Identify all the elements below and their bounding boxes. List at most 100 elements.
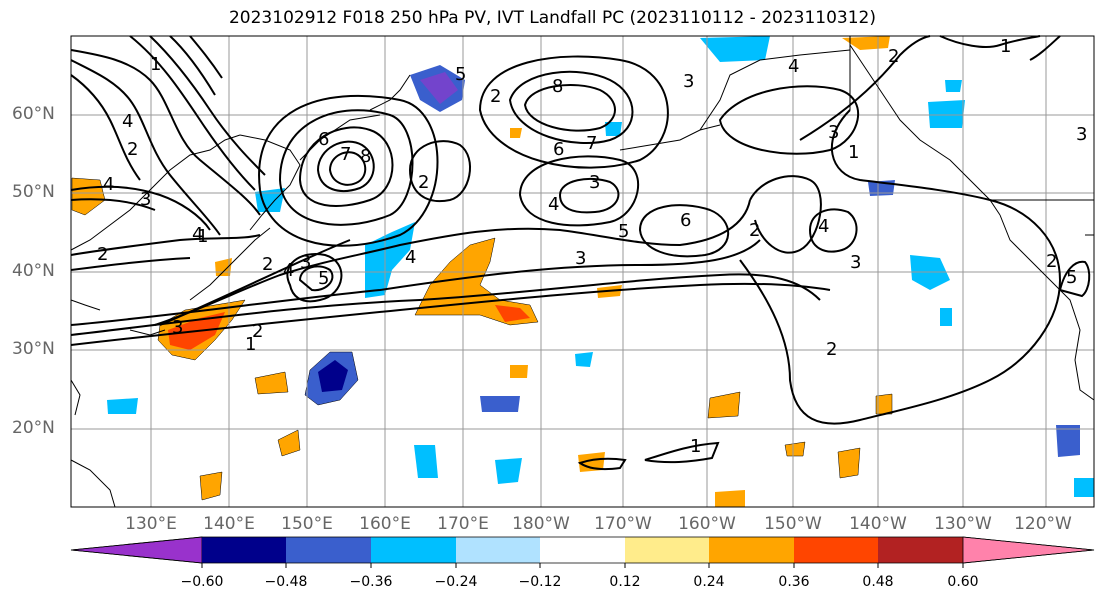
pv-positive-area bbox=[715, 490, 745, 507]
contour-label: 4 bbox=[103, 174, 114, 195]
contour-label: 2 bbox=[262, 254, 273, 275]
colorbar-segment bbox=[202, 537, 286, 563]
map-frame bbox=[70, 35, 1095, 508]
lat-label: 60°N bbox=[12, 104, 55, 124]
pv-negative-area bbox=[928, 100, 965, 128]
contour-label: 1 bbox=[1000, 36, 1011, 57]
ivt-contours bbox=[70, 35, 1091, 471]
colorbar-segment bbox=[456, 537, 540, 563]
map-title: 2023102912 F018 250 hPa PV, IVT Landfall… bbox=[228, 8, 876, 28]
pv-negative-area bbox=[495, 458, 522, 484]
lon-label: 130°W bbox=[934, 514, 992, 534]
pv-negative-area bbox=[700, 36, 770, 62]
colorbar-tick-label: 0.12 bbox=[609, 574, 641, 590]
colorbar-tick-label: −0.60 bbox=[180, 574, 224, 590]
contour-label: 5 bbox=[618, 221, 629, 242]
contour-label: 1 bbox=[150, 54, 161, 75]
pv-positive-area bbox=[784, 441, 806, 457]
lon-label: 120°W bbox=[1014, 514, 1072, 534]
colorbar-extend-low bbox=[70, 536, 203, 564]
contour-label: 3 bbox=[575, 248, 586, 269]
contour-label: 6 bbox=[553, 139, 564, 160]
contour-label: 3 bbox=[589, 172, 600, 193]
pv-positive-area bbox=[510, 365, 528, 378]
contour-label: 4 bbox=[122, 111, 133, 132]
lon-label: 140°E bbox=[203, 514, 255, 534]
lon-label: 170°W bbox=[594, 514, 652, 534]
contour-labels: 1 2 3 4 5 6 7 8 2 3 4 5 6 7 8 1 2 3 4 5 … bbox=[97, 36, 1087, 457]
lon-label: 150°E bbox=[281, 514, 333, 534]
colorbar-segment bbox=[625, 537, 709, 563]
pv-negative-area bbox=[255, 188, 285, 212]
contour-label: 2 bbox=[490, 86, 501, 107]
lon-label: 180°W bbox=[512, 514, 570, 534]
contour-label: 1 bbox=[197, 226, 208, 247]
pv-negative-area bbox=[420, 72, 458, 104]
colorbar-tick-label: 0.48 bbox=[862, 574, 894, 590]
colorbar bbox=[70, 536, 1095, 568]
pv-positive-area bbox=[495, 305, 530, 322]
colorbar-tick-label: −0.12 bbox=[518, 574, 562, 590]
lat-label: 20°N bbox=[12, 418, 55, 438]
pv-negative-area bbox=[575, 352, 593, 367]
contour-label: 4 bbox=[192, 224, 203, 245]
contour-label: 3 bbox=[300, 252, 311, 273]
contour-label: 3 bbox=[683, 71, 694, 92]
lat-label: 30°N bbox=[12, 339, 55, 359]
contour-label: 4 bbox=[818, 216, 829, 237]
contour-label: 1 bbox=[245, 334, 256, 355]
contour-label: 4 bbox=[788, 56, 799, 77]
contour-label: 3 bbox=[828, 122, 839, 143]
colorbar-tick-label: −0.24 bbox=[434, 574, 478, 590]
pv-negative-area bbox=[107, 398, 138, 414]
lat-label: 50°N bbox=[12, 182, 55, 202]
contour-label: 1 bbox=[848, 142, 859, 163]
colorbar-tick-label: 0.60 bbox=[947, 574, 979, 590]
contour-label: 2 bbox=[252, 321, 263, 342]
lon-label: 140°W bbox=[849, 514, 907, 534]
pv-positive-area bbox=[254, 371, 289, 395]
contour-label: 8 bbox=[360, 146, 371, 167]
contour-label: 8 bbox=[552, 76, 563, 97]
pv-positive-area bbox=[277, 429, 301, 457]
contour-label: 3 bbox=[140, 189, 151, 210]
contour-label: 4 bbox=[283, 260, 294, 281]
lat-label: 40°N bbox=[12, 261, 55, 281]
lon-label: 170°E bbox=[437, 514, 489, 534]
gridlines bbox=[71, 36, 1094, 507]
pv-negative-area bbox=[940, 308, 952, 326]
contour-label: 2 bbox=[888, 46, 899, 67]
colorbar-segment bbox=[709, 537, 794, 563]
colorbar-segment bbox=[878, 537, 963, 563]
pv-positive-area bbox=[414, 237, 539, 326]
pv-positive-area bbox=[510, 128, 522, 138]
pv-positive-area bbox=[578, 452, 605, 472]
colorbar-segment bbox=[794, 537, 878, 563]
contour-label: 4 bbox=[548, 194, 559, 215]
contour-label: 5 bbox=[1066, 267, 1077, 288]
contour-label: 2 bbox=[97, 244, 108, 265]
colorbar-tick-label: −0.36 bbox=[349, 574, 393, 590]
contour-label: 4 bbox=[405, 247, 416, 268]
colorbar-tick-label: 0.24 bbox=[693, 574, 725, 590]
contour-label: 3 bbox=[850, 252, 861, 273]
pv-negative-area bbox=[605, 122, 622, 136]
pv-positive-area bbox=[875, 393, 893, 415]
contour-label: 2 bbox=[826, 339, 837, 360]
pv-positive-area bbox=[199, 471, 223, 501]
colorbar-extend-high bbox=[962, 536, 1095, 564]
pv-positive-area bbox=[837, 447, 861, 479]
pv-negative-area bbox=[414, 445, 438, 478]
contour-label: 3 bbox=[172, 317, 183, 338]
contour-label: 5 bbox=[455, 64, 466, 85]
lon-label: 160°E bbox=[359, 514, 411, 534]
contour-label: 6 bbox=[318, 129, 329, 150]
lon-label: 130°E bbox=[125, 514, 177, 534]
lon-label: 150°W bbox=[764, 514, 822, 534]
pv-negative-area bbox=[945, 80, 962, 92]
contour-label: 7 bbox=[340, 144, 351, 165]
pv-negative-area bbox=[318, 360, 348, 392]
colorbar-segment bbox=[540, 537, 625, 563]
contour-label: 2 bbox=[418, 172, 429, 193]
